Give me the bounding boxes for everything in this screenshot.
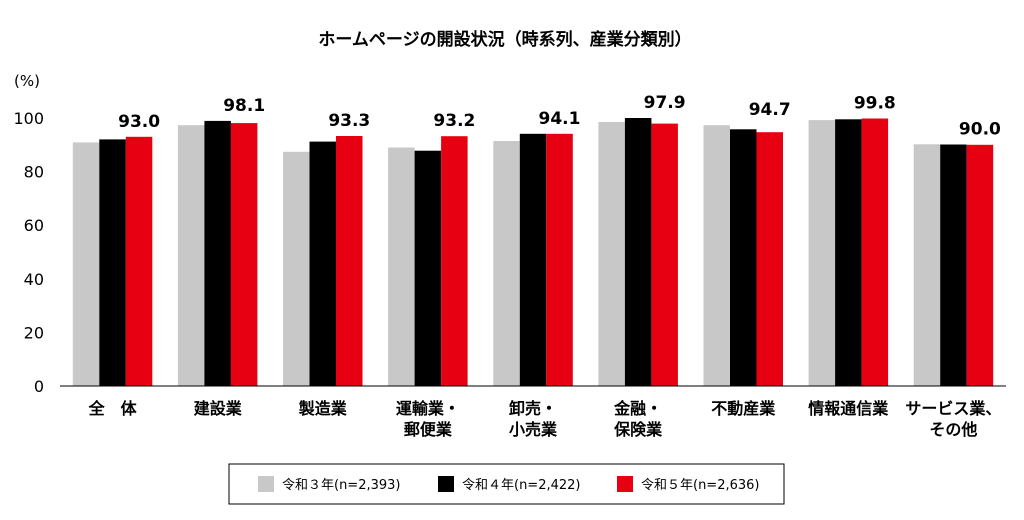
bar <box>441 136 468 386</box>
category-label: その他 <box>929 420 977 439</box>
y-tick-label: 80 <box>24 163 44 182</box>
category-label: 運輸業・ <box>396 399 460 418</box>
category-label: 保険業 <box>613 420 663 439</box>
category-label: 建設業 <box>194 399 243 418</box>
legend-label: 令和５年(n=2,636) <box>641 478 760 493</box>
bar <box>283 151 310 386</box>
bar <box>756 132 783 386</box>
y-tick-label: 40 <box>24 270 44 289</box>
category-label: 卸売・ <box>509 399 557 418</box>
bar <box>835 119 862 387</box>
bar <box>125 136 153 386</box>
category-labels: 全 体 建設業 製造業 運輸業・郵便業 卸売・小売業 金融・保険業 不動産業 情報通信業 サービ… <box>88 399 1002 439</box>
bar <box>309 141 336 386</box>
category-label: 情報通信業 <box>808 399 889 418</box>
bar <box>624 118 652 386</box>
y-tick-label: 0 <box>34 377 44 396</box>
category-label: 不動産業 <box>711 399 776 418</box>
data-label: 99.8 <box>854 94 896 114</box>
legend-label: 令和３年(n=2,393) <box>282 478 401 493</box>
data-label: 93.0 <box>118 112 160 132</box>
data-label: 94.1 <box>539 109 581 129</box>
bar <box>808 120 836 386</box>
category-label: 郵便業 <box>404 420 453 439</box>
bar <box>651 123 678 386</box>
bar <box>414 150 442 386</box>
data-label: 93.3 <box>328 111 370 131</box>
bar <box>940 144 967 386</box>
bar <box>336 136 363 386</box>
bar <box>703 125 730 386</box>
data-label: 98.1 <box>223 96 265 116</box>
bar <box>730 129 757 387</box>
bar <box>99 139 126 386</box>
chart-title: ホームページの開設状況（時系列、産業分類別） <box>318 29 691 50</box>
legend-swatch <box>617 476 633 492</box>
y-tick-label: 20 <box>24 323 44 342</box>
bar <box>493 141 520 386</box>
bar <box>204 120 231 387</box>
category-label: サービス業、 <box>905 399 1001 418</box>
bar <box>72 142 100 386</box>
bars <box>72 118 994 387</box>
category-label: 製造業 <box>298 399 348 418</box>
category-label: 全 体 <box>88 399 138 418</box>
category-label: 金融・ <box>613 399 662 418</box>
data-label: 97.9 <box>644 93 686 113</box>
bar <box>177 125 205 386</box>
data-label: 93.2 <box>433 111 475 131</box>
bar <box>546 133 573 386</box>
data-labels: 93.0 98.1 93.3 93.2 94.1 97.9 94.7 99.8 90.0 <box>118 93 1001 139</box>
bar <box>966 144 994 386</box>
bar <box>388 147 415 386</box>
bar <box>598 122 625 386</box>
bar <box>861 118 889 386</box>
legend-swatch <box>258 476 274 492</box>
legend-label: 令和４年(n=2,422) <box>462 478 581 493</box>
data-label: 90.0 <box>959 119 1001 139</box>
y-axis-ticks: 0 20 40 60 80 100 <box>13 109 44 396</box>
category-label: 小売業 <box>509 420 558 439</box>
legend-box <box>228 463 785 505</box>
data-label: 94.7 <box>749 100 791 120</box>
bar <box>913 144 941 386</box>
legend: 令和３年(n=2,393) 令和４年(n=2,422) 令和５年(n=2,636) <box>228 463 785 505</box>
y-tick-label: 100 <box>13 109 44 128</box>
bar <box>230 123 258 386</box>
y-tick-label: 60 <box>24 216 44 235</box>
legend-swatch <box>438 476 454 492</box>
y-axis-unit-label: (%) <box>14 72 40 90</box>
bar <box>519 133 547 386</box>
